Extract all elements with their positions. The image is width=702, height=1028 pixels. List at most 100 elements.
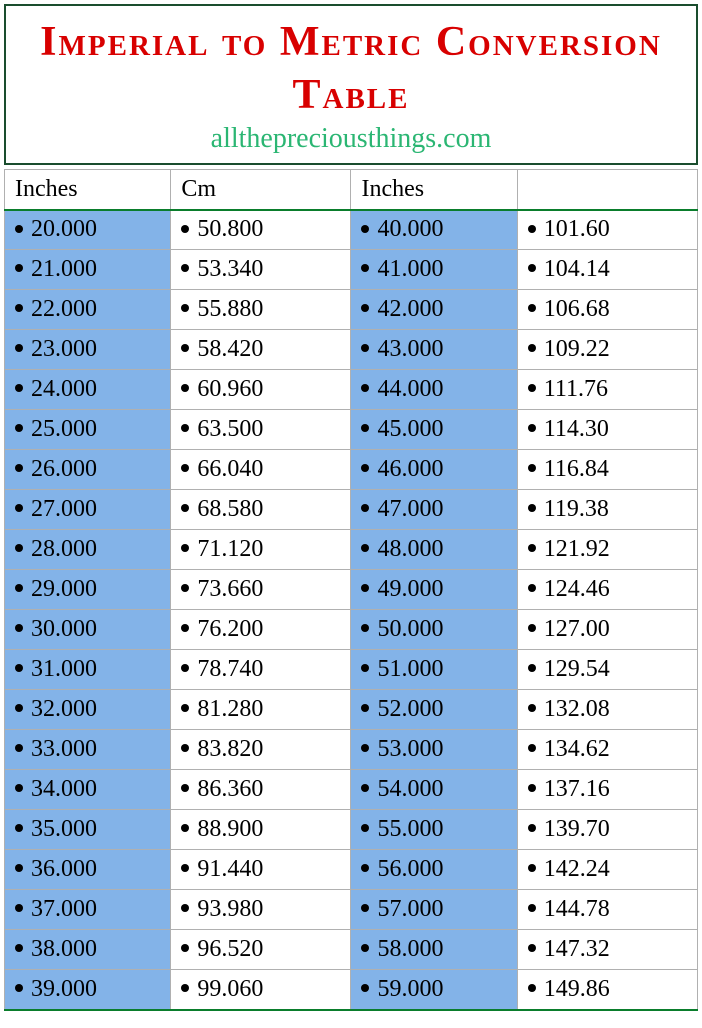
bullet-icon xyxy=(528,544,536,552)
table-cell: 124.46 xyxy=(517,570,697,610)
bullet-icon xyxy=(15,544,23,552)
table-cell: 45.000 xyxy=(351,410,517,450)
table-cell: 121.92 xyxy=(517,530,697,570)
cell-value: 34.000 xyxy=(31,776,97,802)
table-cell: 40.000 xyxy=(351,210,517,250)
table-cell: 56.000 xyxy=(351,850,517,890)
table-cell: 114.30 xyxy=(517,410,697,450)
table-cell: 78.740 xyxy=(171,650,351,690)
cell-value: 25.000 xyxy=(31,416,97,442)
table-cell: 38.000 xyxy=(5,930,171,970)
table-cell: 39.000 xyxy=(5,970,171,1010)
cell-value: 33.000 xyxy=(31,736,97,762)
cell-value: 142.24 xyxy=(544,856,610,882)
table-cell: 101.60 xyxy=(517,210,697,250)
table-cell: 32.000 xyxy=(5,690,171,730)
bullet-icon xyxy=(528,424,536,432)
bullet-icon xyxy=(15,704,23,712)
table-cell: 41.000 xyxy=(351,250,517,290)
table-cell: 129.54 xyxy=(517,650,697,690)
table-cell: 35.000 xyxy=(5,810,171,850)
bullet-icon xyxy=(361,225,369,233)
bullet-icon xyxy=(15,264,23,272)
bullet-icon xyxy=(15,384,23,392)
table-cell: 31.000 xyxy=(5,650,171,690)
bullet-icon xyxy=(361,744,369,752)
conversion-table: InchesCmInches 20.00050.80040.000101.602… xyxy=(4,169,698,1011)
table-cell: 55.000 xyxy=(351,810,517,850)
bullet-icon xyxy=(528,984,536,992)
table-row: 24.00060.96044.000111.76 xyxy=(5,370,698,410)
bullet-icon xyxy=(361,864,369,872)
column-header: Inches xyxy=(5,170,171,210)
bullet-icon xyxy=(361,984,369,992)
cell-value: 39.000 xyxy=(31,976,97,1002)
table-cell: 83.820 xyxy=(171,730,351,770)
table-cell: 73.660 xyxy=(171,570,351,610)
bullet-icon xyxy=(15,624,23,632)
cell-value: 129.54 xyxy=(544,656,610,682)
table-cell: 52.000 xyxy=(351,690,517,730)
table-cell: 36.000 xyxy=(5,850,171,890)
cell-value: 53.000 xyxy=(377,736,443,762)
cell-value: 144.78 xyxy=(544,896,610,922)
table-cell: 144.78 xyxy=(517,890,697,930)
table-row: 23.00058.42043.000109.22 xyxy=(5,330,698,370)
cell-value: 73.660 xyxy=(197,576,263,602)
bullet-icon xyxy=(181,264,189,272)
table-cell: 25.000 xyxy=(5,410,171,450)
bullet-icon xyxy=(15,944,23,952)
cell-value: 31.000 xyxy=(31,656,97,682)
bullet-icon xyxy=(15,304,23,312)
cell-value: 76.200 xyxy=(197,616,263,642)
table-cell: 63.500 xyxy=(171,410,351,450)
bullet-icon xyxy=(181,784,189,792)
table-cell: 42.000 xyxy=(351,290,517,330)
bullet-icon xyxy=(181,664,189,672)
cell-value: 96.520 xyxy=(197,936,263,962)
table-row: 27.00068.58047.000119.38 xyxy=(5,490,698,530)
table-cell: 26.000 xyxy=(5,450,171,490)
table-row: 22.000 55.88042.000106.68 xyxy=(5,290,698,330)
table-cell: 49.000 xyxy=(351,570,517,610)
bullet-icon xyxy=(528,584,536,592)
cell-value: 35.000 xyxy=(31,816,97,842)
bullet-icon xyxy=(181,584,189,592)
bullet-icon xyxy=(181,904,189,912)
cell-value: 37.000 xyxy=(31,896,97,922)
page-subtitle: allthepreciousthings.com xyxy=(6,123,696,155)
cell-value: 91.440 xyxy=(197,856,263,882)
cell-value: 21.000 xyxy=(31,256,97,282)
bullet-icon xyxy=(181,944,189,952)
bullet-icon xyxy=(528,744,536,752)
conversion-table-wrap: InchesCmInches 20.00050.80040.000101.602… xyxy=(4,169,698,1011)
table-row: 37.00093.98057.000144.78 xyxy=(5,890,698,930)
bullet-icon xyxy=(361,344,369,352)
table-row: 30.00076.20050.000127.00 xyxy=(5,610,698,650)
cell-value: 132.08 xyxy=(544,696,610,722)
table-cell: 58.000 xyxy=(351,930,517,970)
bullet-icon xyxy=(528,504,536,512)
bullet-icon xyxy=(361,584,369,592)
table-cell: 43.000 xyxy=(351,330,517,370)
cell-value: 54.000 xyxy=(377,776,443,802)
table-cell: 127.00 xyxy=(517,610,697,650)
table-cell: 47.000 xyxy=(351,490,517,530)
cell-value: 55.000 xyxy=(377,816,443,842)
table-cell: 93.980 xyxy=(171,890,351,930)
column-header xyxy=(517,170,697,210)
cell-value: 50.800 xyxy=(197,216,263,242)
table-cell: 55.880 xyxy=(171,290,351,330)
cell-value: 22.000 xyxy=(31,296,97,322)
table-cell: 104.14 xyxy=(517,250,697,290)
cell-value: 51.000 xyxy=(377,656,443,682)
cell-value: 38.000 xyxy=(31,936,97,962)
table-cell: 106.68 xyxy=(517,290,697,330)
cell-value: 23.000 xyxy=(31,336,97,362)
table-cell: 147.32 xyxy=(517,930,697,970)
table-cell: 53.000 xyxy=(351,730,517,770)
cell-value: 40.000 xyxy=(377,216,443,242)
table-row: 29.00073.66049.000124.46 xyxy=(5,570,698,610)
table-cell: 60.960 xyxy=(171,370,351,410)
table-cell: 99.060 xyxy=(171,970,351,1010)
